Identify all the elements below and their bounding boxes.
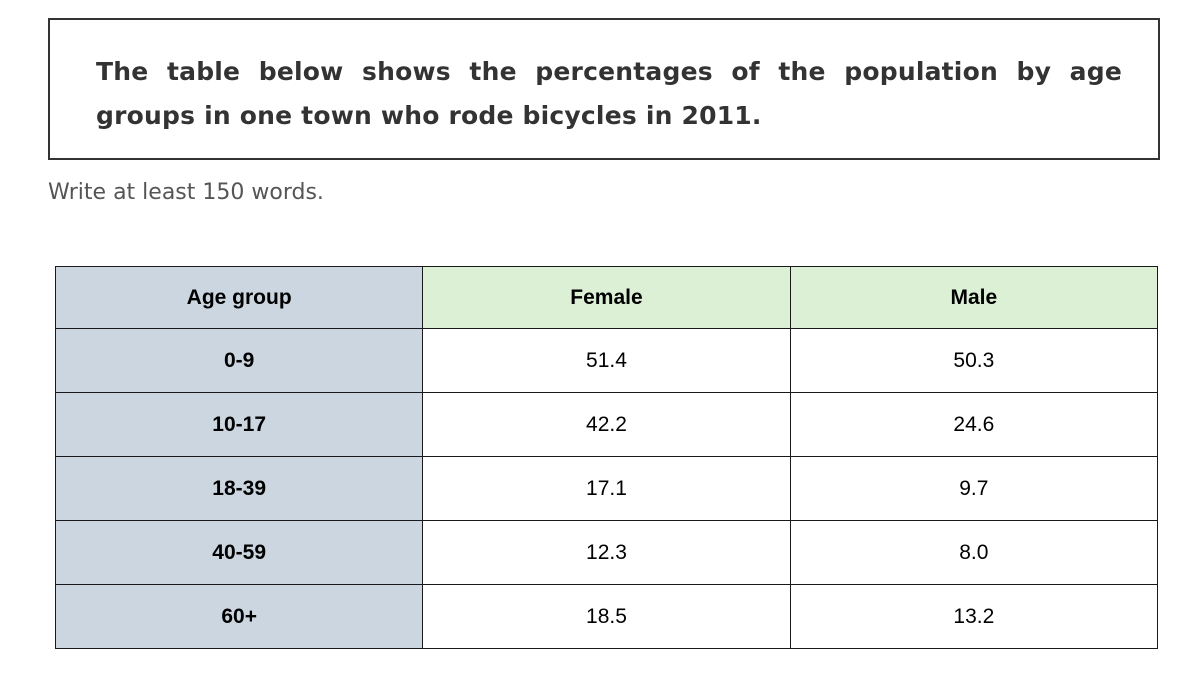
cycling-data-table: Age group Female Male 0-9 51.4 50.3 10-1… — [54, 266, 1159, 649]
table-row: 0-9 51.4 50.3 — [54, 328, 1159, 393]
header-age-group: Age group — [54, 266, 424, 329]
table-row: 18-39 17.1 9.7 — [54, 456, 1159, 521]
male-value-cell: 13.2 — [789, 584, 1159, 649]
male-value-cell: 24.6 — [789, 392, 1159, 457]
header-male: Male — [789, 266, 1159, 329]
age-group-cell: 0-9 — [54, 328, 424, 393]
female-value-cell: 17.1 — [422, 456, 791, 521]
task-prompt-box: The table below shows the percentages of… — [48, 18, 1160, 160]
table-row: 60+ 18.5 13.2 — [54, 584, 1159, 649]
table-row: 40-59 12.3 8.0 — [54, 520, 1159, 585]
age-group-cell: 60+ — [54, 584, 424, 649]
table-row: 10-17 42.2 24.6 — [54, 392, 1159, 457]
task-prompt-text: The table below shows the percentages of… — [96, 57, 1122, 130]
table-header-row: Age group Female Male — [54, 266, 1159, 329]
male-value-cell: 9.7 — [789, 456, 1159, 521]
female-value-cell: 51.4 — [422, 328, 791, 393]
male-value-cell: 8.0 — [789, 520, 1159, 585]
male-value-cell: 50.3 — [789, 328, 1159, 393]
word-count-instruction: Write at least 150 words. — [48, 180, 324, 205]
header-female: Female — [422, 266, 791, 329]
age-group-cell: 18-39 — [54, 456, 424, 521]
female-value-cell: 12.3 — [422, 520, 791, 585]
age-group-cell: 10-17 — [54, 392, 424, 457]
female-value-cell: 18.5 — [422, 584, 791, 649]
female-value-cell: 42.2 — [422, 392, 791, 457]
age-group-cell: 40-59 — [54, 520, 424, 585]
